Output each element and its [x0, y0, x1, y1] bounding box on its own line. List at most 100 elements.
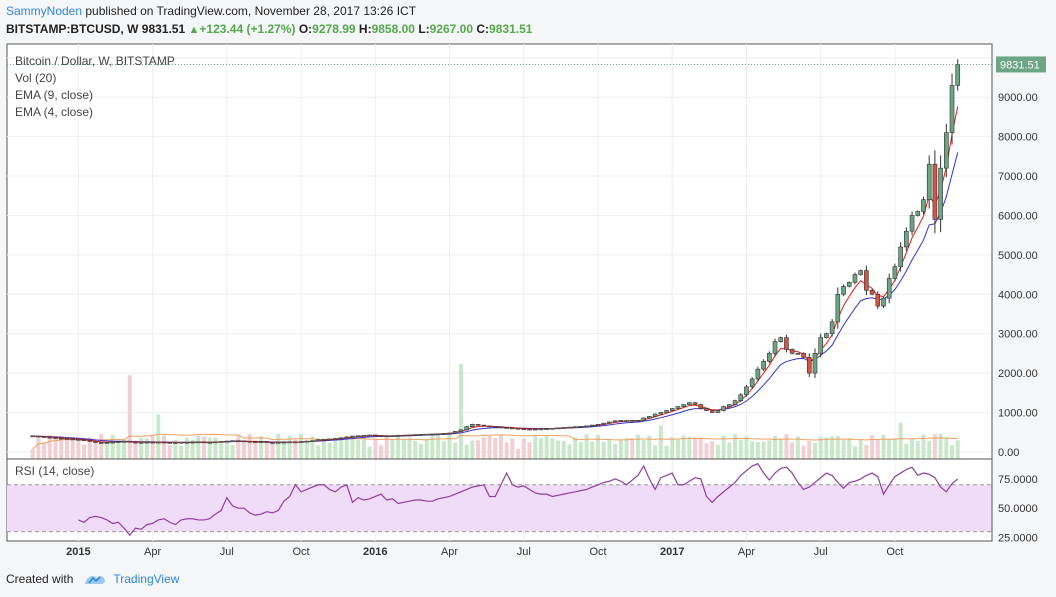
volume-bar	[658, 425, 663, 459]
candle-body	[492, 425, 498, 428]
volume-bar	[693, 437, 698, 459]
time-tick-label: 2015	[66, 546, 90, 558]
candle-body	[647, 416, 652, 419]
footer: Created with TradingView	[6, 572, 179, 586]
volume-bar	[30, 449, 35, 459]
candle-body	[287, 441, 292, 444]
volume-bar	[493, 438, 498, 459]
volume-bar	[310, 436, 315, 459]
volume-bar	[675, 439, 680, 459]
price-tick-label: 7000.00	[998, 171, 1038, 183]
volume-bars	[30, 364, 960, 459]
candle-body	[104, 442, 110, 444]
volume-bar	[727, 442, 732, 459]
candle-body	[298, 441, 304, 443]
candle-body	[355, 435, 361, 438]
tradingview-link[interactable]: TradingView	[113, 572, 180, 586]
price-tick-label: 4000.00	[998, 289, 1038, 301]
time-tick-label: Apr	[738, 546, 755, 558]
candle-body	[167, 442, 173, 444]
candle-body	[310, 440, 315, 442]
volume-bar	[247, 434, 252, 459]
candle-body	[641, 417, 646, 421]
volume-bar	[830, 436, 835, 459]
rsi-band-fill	[7, 484, 992, 532]
candle-body	[304, 440, 310, 443]
volume-bar	[144, 438, 149, 459]
candle-body	[275, 441, 281, 444]
volume-bar	[339, 437, 344, 459]
candle-body	[852, 274, 858, 283]
volume-bar	[567, 444, 572, 459]
candle-body	[527, 428, 532, 431]
volume-bar	[818, 437, 823, 459]
candle-body	[687, 402, 692, 405]
volume-bar	[887, 438, 892, 459]
candle-body	[235, 440, 241, 442]
candle-body	[589, 424, 595, 427]
volume-bar	[847, 438, 852, 459]
volume-bar	[299, 434, 304, 459]
candle-body	[772, 341, 778, 354]
chart-title: Bitcoin / Dollar, W, BITSTAMP	[15, 54, 175, 68]
volume-bar	[93, 442, 98, 459]
volume-bar	[715, 444, 720, 459]
volume-bar	[270, 441, 275, 459]
candle-body	[744, 386, 749, 396]
volume-bar	[670, 437, 675, 459]
candle-body	[207, 441, 213, 444]
volume-bar	[487, 435, 492, 459]
price-tick-label: 0.00	[998, 447, 1019, 459]
candle-body	[64, 438, 70, 440]
volume-bar	[401, 438, 406, 459]
candle-body	[424, 433, 429, 436]
candle-body	[87, 440, 93, 442]
volume-bar	[367, 446, 372, 459]
volume-bar	[373, 439, 378, 459]
volume-bar	[413, 440, 418, 459]
tradingview-logo-icon[interactable]	[83, 572, 107, 586]
volume-bar	[167, 445, 172, 459]
candle-body	[407, 434, 412, 437]
candle-body	[447, 432, 452, 435]
volume-bar	[835, 435, 840, 459]
candle-body	[584, 425, 589, 428]
candle-body	[881, 297, 886, 307]
candle-body	[875, 293, 881, 307]
candle-body	[241, 440, 247, 443]
candle-body	[521, 428, 527, 430]
volume-bar	[87, 437, 92, 459]
volume-bar	[498, 435, 503, 459]
volume-bar	[950, 445, 955, 459]
candle-body	[886, 278, 892, 299]
close-value: 9831.51	[489, 22, 533, 36]
volume-bar	[824, 437, 829, 459]
candle-body	[464, 426, 469, 431]
candle-body	[664, 410, 669, 413]
volume-bar	[852, 446, 857, 459]
volume-bar	[915, 440, 920, 459]
volume-bar	[224, 441, 229, 459]
volume-bar	[807, 440, 812, 459]
volume-bar	[287, 436, 292, 459]
rsi-tick-label: 75.0000	[998, 474, 1038, 486]
time-tick-label: 2016	[363, 546, 387, 558]
candle-body	[435, 433, 441, 436]
axes: 9831.51 0.00 1000.00 2000.00 3000.00 4000.00 5…	[7, 56, 1046, 558]
author-link[interactable]: SammyNoden	[6, 4, 83, 18]
candle-body	[515, 427, 521, 430]
volume-bar	[179, 446, 184, 459]
candle-body	[578, 425, 584, 428]
candle-body	[150, 441, 155, 444]
candle-body	[909, 215, 915, 232]
volume-bar	[453, 442, 458, 459]
candle-body	[732, 400, 738, 405]
volume-bar	[618, 440, 623, 459]
candle-body	[41, 436, 47, 438]
volume-bar	[590, 441, 595, 459]
volume-bar	[321, 441, 326, 459]
rsi-line	[78, 462, 959, 537]
volume-bar	[944, 437, 949, 459]
candle-body	[156, 441, 161, 444]
